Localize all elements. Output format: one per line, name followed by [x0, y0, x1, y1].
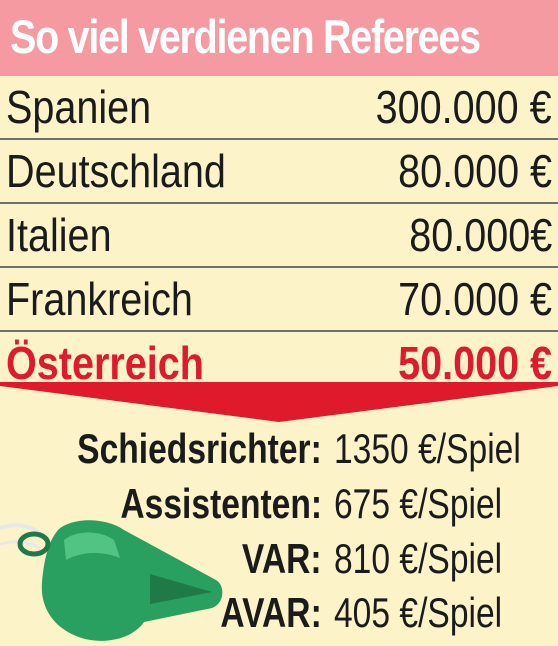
salary-amount: 80.000 € [398, 145, 552, 197]
country-name: Österreich [6, 337, 204, 389]
country-name: Spanien [6, 81, 152, 133]
fee-role: VAR: [242, 535, 322, 582]
country-name: Frankreich [6, 273, 193, 325]
highlight-arrow [0, 382, 558, 422]
salary-amount: 300.000 € [375, 81, 552, 133]
fee-amount: 1350 €/Spiel [334, 425, 521, 472]
salary-amount: 70.000 € [398, 273, 552, 325]
salary-row-spanien: Spanien 300.000 € [0, 76, 558, 140]
fee-amount: 675 €/Spiel [334, 480, 503, 527]
fee-row-schiedsrichter: Schiedsrichter: 1350 €/Spiel [0, 422, 558, 476]
salary-row-frankreich: Frankreich 70.000 € [0, 268, 558, 332]
salary-amount: 80.000€ [408, 209, 552, 261]
fee-role: Assistenten: [120, 480, 322, 527]
salary-row-deutschland: Deutschland 80.000 € [0, 140, 558, 204]
fee-amount: 810 €/Spiel [334, 535, 503, 582]
salary-table: Spanien 300.000 € Deutschland 80.000 € I… [0, 76, 558, 394]
salary-amount: 50.000 € [398, 337, 552, 389]
match-fee-list: Schiedsrichter: 1350 €/Spiel Assistenten… [0, 418, 558, 646]
fee-row-avar: AVAR: 405 €/Spiel [0, 586, 558, 640]
whistle-icon [0, 520, 223, 641]
infographic-title: So viel verdienen Referees [10, 10, 481, 63]
fee-row-assistenten: Assistenten: 675 €/Spiel [0, 477, 558, 531]
country-name: Deutschland [6, 145, 226, 197]
fee-role: AVAR: [220, 589, 322, 636]
salary-row-italien: Italien 80.000€ [0, 204, 558, 268]
fee-role: Schiedsrichter: [77, 425, 322, 472]
title-bar: So viel verdienen Referees [0, 0, 558, 76]
country-name: Italien [6, 209, 112, 261]
salary-row-oesterreich: Österreich 50.000 € [0, 332, 558, 394]
fee-row-var: VAR: 810 €/Spiel [0, 532, 558, 586]
fee-amount: 405 €/Spiel [334, 589, 503, 636]
